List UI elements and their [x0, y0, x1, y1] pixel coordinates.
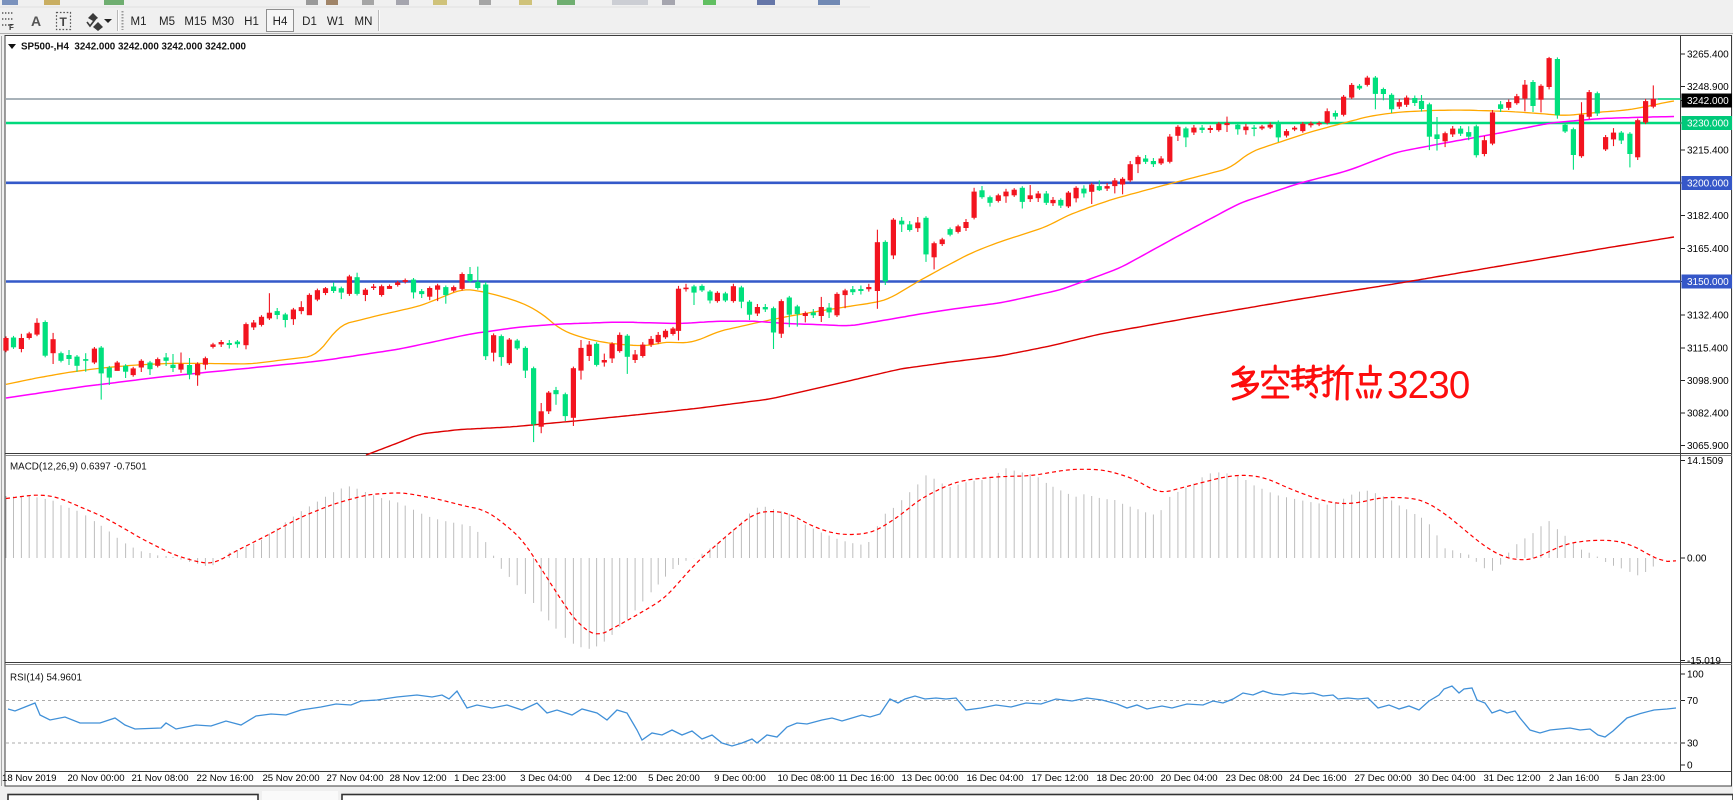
svg-text:3230: 3230 [1387, 364, 1469, 407]
svg-text:14.1509: 14.1509 [1687, 456, 1724, 467]
svg-text:18 Dec 20:00: 18 Dec 20:00 [1096, 773, 1153, 784]
svg-text:9 Dec 00:00: 9 Dec 00:00 [714, 773, 766, 784]
svg-text:MN: MN [355, 16, 373, 28]
svg-text:-15.019: -15.019 [1687, 656, 1721, 667]
svg-text:M5: M5 [159, 16, 175, 28]
svg-text:70: 70 [1687, 696, 1699, 707]
svg-text:30: 30 [1687, 739, 1699, 750]
svg-text:1 Dec 23:00: 1 Dec 23:00 [454, 773, 506, 784]
svg-text:25 Nov 20:00: 25 Nov 20:00 [262, 773, 319, 784]
svg-text:100: 100 [1687, 670, 1704, 681]
svg-text:M1: M1 [131, 16, 147, 28]
svg-text:F: F [9, 23, 14, 32]
svg-text:5 Dec 20:00: 5 Dec 20:00 [648, 773, 700, 784]
svg-text:MACD(12,26,9) 0.6397 -0.7501: MACD(12,26,9) 0.6397 -0.7501 [10, 462, 147, 473]
svg-text:3150.000: 3150.000 [1687, 277, 1729, 288]
svg-text:3098.900: 3098.900 [1687, 376, 1729, 387]
svg-text:16 Dec 04:00: 16 Dec 04:00 [966, 773, 1023, 784]
svg-text:3265.400: 3265.400 [1687, 50, 1729, 61]
svg-text:3242.000: 3242.000 [1687, 96, 1729, 107]
svg-text:H1: H1 [244, 16, 259, 28]
svg-text:20 Nov 00:00: 20 Nov 00:00 [67, 773, 124, 784]
svg-text:21 Nov 08:00: 21 Nov 08:00 [131, 773, 188, 784]
svg-text:27 Dec 00:00: 27 Dec 00:00 [1354, 773, 1411, 784]
svg-text:3182.400: 3182.400 [1687, 211, 1729, 222]
svg-text:18 Nov 2019: 18 Nov 2019 [2, 773, 56, 784]
svg-text:H4: H4 [273, 16, 288, 28]
svg-text:3 Dec 04:00: 3 Dec 04:00 [520, 773, 572, 784]
svg-text:M30: M30 [212, 16, 234, 28]
svg-text:3065.900: 3065.900 [1687, 441, 1729, 452]
svg-text:23 Dec 08:00: 23 Dec 08:00 [1225, 773, 1282, 784]
svg-text:24 Dec 16:00: 24 Dec 16:00 [1289, 773, 1346, 784]
svg-text:0.00: 0.00 [1687, 554, 1707, 565]
svg-text:A: A [31, 13, 41, 29]
svg-text:20 Dec 04:00: 20 Dec 04:00 [1160, 773, 1217, 784]
svg-text:27 Nov 04:00: 27 Nov 04:00 [326, 773, 383, 784]
svg-text:2 Jan 16:00: 2 Jan 16:00 [1549, 773, 1599, 784]
svg-text:5 Jan 23:00: 5 Jan 23:00 [1615, 773, 1665, 784]
svg-text:3200.000: 3200.000 [1687, 179, 1729, 190]
svg-text:28 Nov 12:00: 28 Nov 12:00 [389, 773, 446, 784]
svg-text:3132.400: 3132.400 [1687, 311, 1729, 322]
svg-text:17 Dec 12:00: 17 Dec 12:00 [1031, 773, 1088, 784]
svg-text:22 Nov 16:00: 22 Nov 16:00 [196, 773, 253, 784]
svg-text:13 Dec 00:00: 13 Dec 00:00 [901, 773, 958, 784]
svg-text:3082.400: 3082.400 [1687, 409, 1729, 420]
svg-text:W1: W1 [327, 16, 344, 28]
svg-text:RSI(14) 54.9601: RSI(14) 54.9601 [10, 673, 82, 684]
svg-text:3215.400: 3215.400 [1687, 146, 1729, 157]
svg-text:4 Dec 12:00: 4 Dec 12:00 [585, 773, 637, 784]
svg-text:3248.900: 3248.900 [1687, 82, 1729, 93]
svg-text:3230.000: 3230.000 [1687, 119, 1729, 130]
svg-text:SP500-,H4 3242.000 3242.000 3: SP500-,H4 3242.000 3242.000 3242.000 324… [21, 42, 247, 53]
svg-text:30 Dec 04:00: 30 Dec 04:00 [1418, 773, 1475, 784]
svg-text:11 Dec 16:00: 11 Dec 16:00 [838, 773, 894, 784]
svg-text:10 Dec 08:00: 10 Dec 08:00 [777, 773, 834, 784]
svg-text:M15: M15 [184, 16, 206, 28]
svg-text:31 Dec 12:00: 31 Dec 12:00 [1483, 773, 1540, 784]
svg-text:3115.400: 3115.400 [1687, 344, 1728, 355]
svg-text:3165.400: 3165.400 [1687, 244, 1729, 255]
svg-text:D1: D1 [302, 16, 317, 28]
svg-text:T: T [60, 15, 68, 29]
svg-text:0: 0 [1687, 761, 1693, 772]
